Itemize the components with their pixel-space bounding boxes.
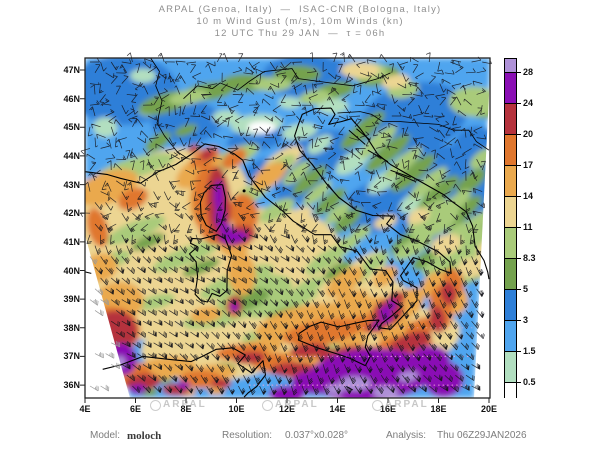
lat-label: 45N — [63, 122, 80, 133]
lat-label: 40N — [63, 265, 80, 276]
title-institutions: ARPAL (Genoa, Italy) — ISAC-CNR (Bologna… — [158, 4, 442, 15]
lat-label: 39N — [63, 294, 80, 305]
colorbar-tick-label: 3 — [523, 315, 529, 325]
colorbar-segment — [505, 259, 516, 290]
lon-label: 18E — [430, 404, 447, 414]
wind-barbs — [80, 52, 492, 396]
colorbar-tick — [517, 258, 521, 259]
colorbar-segment — [505, 197, 516, 228]
colorbar-tick-label: 14 — [523, 191, 534, 201]
lon-label: 10E — [228, 404, 245, 414]
map-frame — [80, 57, 491, 403]
colorbar — [504, 58, 517, 399]
colorbar-tick-label: 1.5 — [523, 346, 536, 356]
watermark-text: ARPAL — [385, 399, 429, 410]
lat-label: 42N — [63, 208, 80, 219]
lat-label: 44N — [63, 150, 80, 161]
lat-label: 41N — [63, 236, 80, 247]
lat-label: 37N — [63, 351, 80, 362]
watermark-text: ARPAL — [163, 399, 207, 410]
watermark-logo — [372, 400, 383, 411]
colorbar-segment — [505, 59, 516, 73]
lon-label: 20E — [480, 404, 497, 414]
colorbar-tick-label: 28 — [523, 67, 534, 77]
colorbar-tick-label: 20 — [523, 129, 534, 139]
model-label: Model: — [90, 430, 121, 441]
title-validtime: 12 UTC Thu 29 JAN — τ = 06h — [214, 28, 386, 39]
colorbar-segment — [505, 166, 516, 197]
colorbar-segment — [505, 352, 516, 383]
lon-label: 4E — [79, 404, 91, 414]
colorbar-segment — [505, 321, 516, 352]
colorbar-tick — [517, 165, 521, 166]
watermark-text: ARPAL — [275, 399, 319, 410]
lon-label: 16E — [379, 404, 396, 414]
lat-label: 38N — [63, 322, 80, 333]
colorbar-tick — [517, 351, 521, 352]
lat-label: 43N — [63, 179, 80, 190]
colorbar-segment — [505, 228, 516, 259]
colorbar-tick-label: 24 — [523, 98, 534, 108]
watermark-logo — [262, 400, 273, 411]
colorbar-tick — [517, 196, 521, 197]
colorbar-tick — [517, 320, 521, 321]
colorbar-tick-label: 17 — [523, 160, 534, 170]
lat-label: 36N — [63, 380, 80, 391]
lat-label: 47N — [63, 65, 80, 75]
colorbar-tick-label: 5 — [523, 284, 529, 294]
analysis-label: Analysis: — [386, 430, 427, 441]
analysis-value: Thu 06Z29JAN2026 — [437, 430, 527, 441]
resolution-value: 0.037°x0.028° — [285, 430, 349, 441]
colorbar-tick — [517, 289, 521, 290]
colorbar-segment — [505, 135, 516, 166]
colorbar-tick — [517, 382, 521, 383]
colorbar-tick-label: 11 — [523, 222, 533, 232]
lon-label: 8E — [180, 404, 192, 414]
watermark-logo — [150, 400, 161, 411]
lon-label: 12E — [278, 404, 295, 414]
colorbar-segment — [505, 104, 516, 135]
colorbar-segment — [505, 290, 516, 321]
gust-field — [85, 58, 490, 398]
colorbar-segment — [505, 73, 516, 104]
colorbar-tick — [517, 134, 521, 135]
resolution-label: Resolution: — [222, 430, 273, 441]
colorbar-tick-label: 0.5 — [523, 377, 536, 387]
lon-label: 6E — [129, 404, 141, 414]
lon-label: 14E — [329, 404, 346, 414]
colorbar-tick-label: 8.3 — [523, 253, 536, 263]
colorbar-segment — [505, 383, 516, 399]
colorbar-tick — [517, 103, 521, 104]
colorbar-tick — [517, 72, 521, 73]
colorbar-tick — [517, 227, 521, 228]
title-variable: 10 m Wind Gust (m/s), 10m Winds (kn) — [196, 16, 404, 27]
model-value: moloch — [127, 430, 162, 442]
lat-label: 46N — [63, 93, 80, 104]
